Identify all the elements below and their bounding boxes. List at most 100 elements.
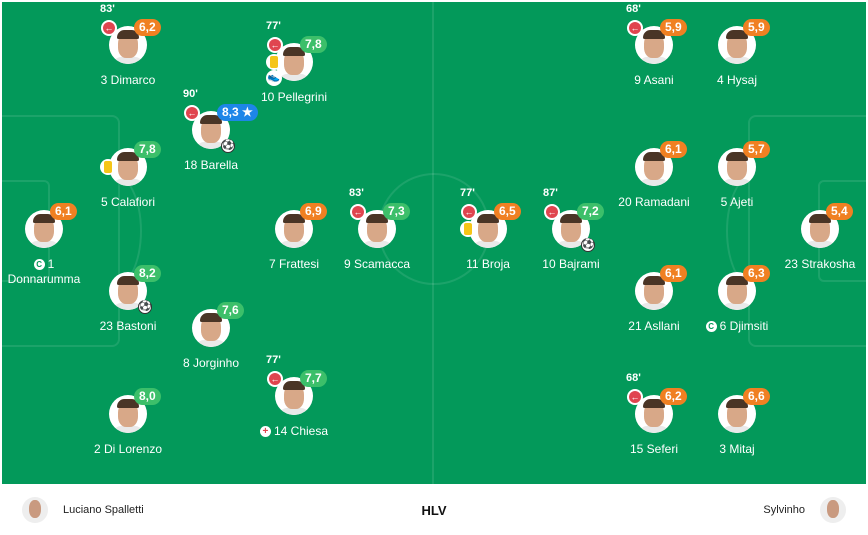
yellow-card-icon [266,54,282,70]
player-number: 23 [784,257,798,271]
player-name: Ramadani [635,195,690,209]
player-name: Chiesa [290,424,329,438]
player-avatar[interactable] [635,26,673,64]
rating-badge: 7,6 [217,302,244,319]
player-name: Barella [200,158,239,172]
substitution-minute: 83' [100,3,115,15]
substitution-out-icon: ← [267,37,283,53]
substitution-out-icon: ← [350,204,366,220]
substitution-out-icon: ← [627,20,643,36]
player-number: 21 [628,319,642,333]
rating-badge: 5,7 [743,141,770,158]
yellow-card-icon [100,159,116,175]
away-coach-name[interactable]: Sylvinho [763,504,805,516]
substitution-minute: 87' [543,187,558,199]
player-avatar[interactable] [192,309,230,347]
away-coach-avatar[interactable] [820,497,846,523]
substitution-out-icon: ← [184,105,200,121]
goal-ball-icon: ⚽ [138,300,152,314]
player-name: Scamacca [354,257,411,271]
player-label: 10 Bajrami [511,257,631,272]
captain-icon: C [33,259,45,270]
substitution-minute: 90' [183,88,198,100]
player-number: 10 [542,257,556,271]
player-number: 7 [268,257,276,271]
substitution-out-icon: ← [627,389,643,405]
player-number: 15 [629,442,644,456]
player-name: Calafiori [111,195,156,209]
substitution-out-icon: ← [544,204,560,220]
player-name: Ajeti [730,195,754,209]
substitution-out-icon: ← [101,20,117,36]
player-label: 20 Ramadani [594,195,714,210]
rating-badge: 8,3 ★ [217,104,258,121]
player-label: 23 Strakosha [760,257,866,272]
rating-badge: 6,3 [743,265,770,282]
rating-badge: 8,0 [134,388,161,405]
player-avatar[interactable] [801,210,839,248]
substitution-minute: 77' [460,187,475,199]
player-name: Asani [643,73,674,87]
player-label: 10 Pellegrini [234,90,354,105]
player-number: 1 [47,257,55,271]
player-name: Bajrami [559,257,600,271]
player-number: 4 [716,73,724,87]
substitution-out-icon: ← [461,204,477,220]
player-number: 10 [260,90,275,104]
coaches-bar: Luciano Spalletti HLV Sylvinho [2,486,866,535]
player-name: Frattesi [279,257,320,271]
rating-badge: 7,2 [577,203,604,220]
player-label: 21 Asllani [594,319,714,334]
rating-badge: 6,1 [660,141,687,158]
player-name: Pellegrini [277,90,328,104]
player-name: Hysaj [727,73,758,87]
coach-label: HLV [421,503,447,518]
player-label: 5 Ajeti [677,195,797,210]
player-number: 9 [343,257,351,271]
rating-badge: 7,8 [300,36,327,53]
player-name: Seferi [646,442,679,456]
rating-badge: 6,1 [660,265,687,282]
substitution-minute: 68' [626,372,641,384]
player-label: 2 Di Lorenzo [68,442,188,457]
player-label: 11 Broja [428,257,548,272]
player-label: 15 Seferi [594,442,714,457]
goal-ball-icon: ⚽ [581,238,595,252]
player-name: Donnarumma [7,272,81,286]
player-number: 3 [719,442,726,456]
substitution-minute: 77' [266,354,281,366]
player-label: 8 Jorginho [151,356,271,371]
player-number: 23 [99,319,113,333]
player-name: Broja [481,257,510,271]
player-label: 18 Barella [151,158,271,173]
player-name: Djimsiti [729,319,769,333]
player-avatar[interactable] [718,272,756,310]
pitch: 6,2 83' ← 3 Dimarco 7,8 77' ← 👟 10 Pellegrini 8,3… [2,2,866,484]
home-coach-name[interactable]: Luciano Spalletti [63,504,144,516]
player-number: 2 [93,442,101,456]
player-label: 3 Mitaj [677,442,797,457]
substitution-minute: 77' [266,20,281,32]
substitution-minute: 83' [349,187,364,199]
player-label: 5 Calafiori [68,195,188,210]
rating-badge: 7,8 [134,141,161,158]
player-number: 6 [719,319,727,333]
right-penalty-box [748,115,866,347]
captain-icon: C [705,321,717,332]
injury-icon: + [259,426,271,437]
player-avatar[interactable] [635,148,673,186]
rating-badge: 6,2 [660,388,687,405]
home-coach-avatar[interactable] [22,497,48,523]
player-label: 9 Scamacca [317,257,437,272]
player-number: 18 [183,158,198,172]
rating-badge: 8,2 [134,265,161,282]
player-label: 4 Hysaj [677,73,797,88]
assist-boot-icon: 👟 [266,70,282,86]
player-name: Strakosha [801,257,856,271]
player-name: Jorginho [193,356,240,370]
star-icon: ★ [242,105,253,119]
player-name: Asllani [644,319,680,333]
player-label: 23 Bastoni [68,319,188,334]
